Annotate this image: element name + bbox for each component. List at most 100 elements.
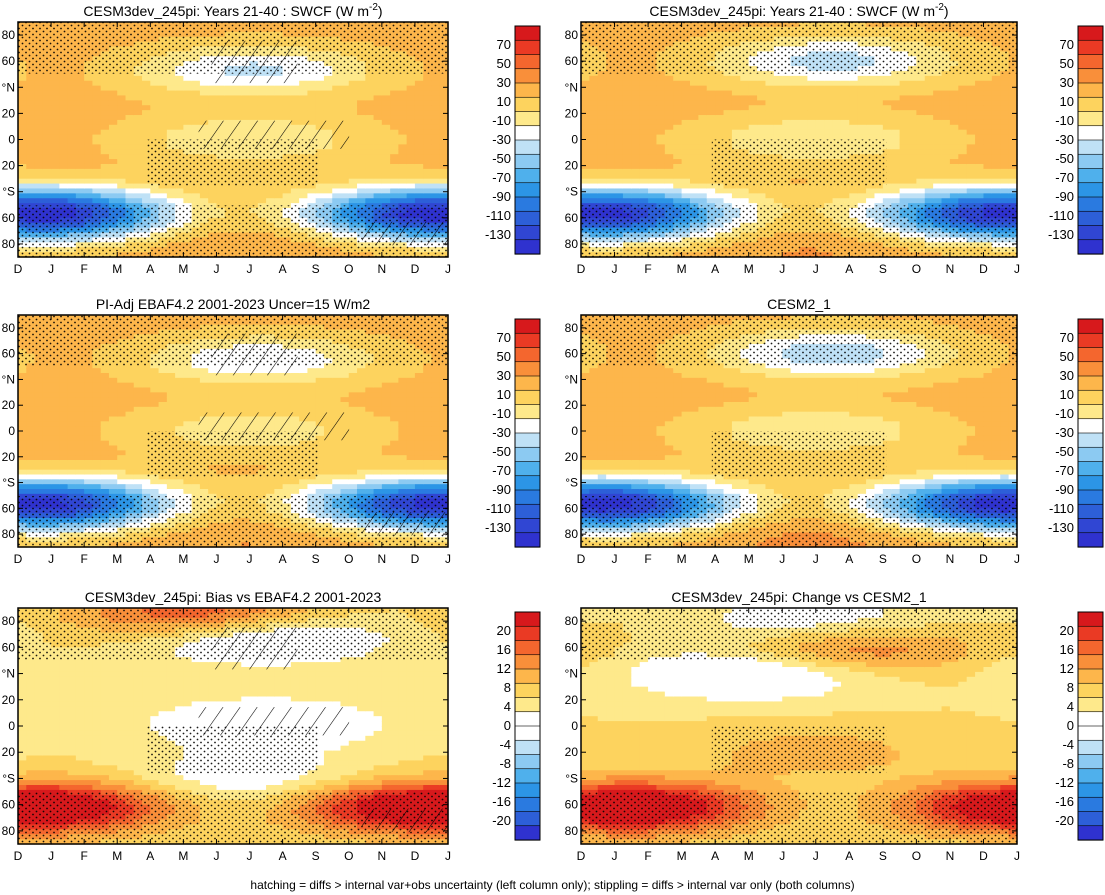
heatmap-cell bbox=[849, 115, 859, 121]
y-tick-label: 20 bbox=[2, 159, 16, 173]
heatmap-cell bbox=[866, 95, 876, 101]
heatmap-cell bbox=[690, 115, 699, 121]
heatmap-cell bbox=[581, 139, 590, 145]
heatmap-cell bbox=[348, 100, 358, 106]
heatmap-cell bbox=[924, 159, 934, 165]
heatmap-cell bbox=[949, 95, 959, 101]
heatmap-cell bbox=[406, 139, 416, 145]
heatmap-cell bbox=[406, 178, 416, 185]
heatmap-cell bbox=[34, 193, 44, 199]
heatmap-cell bbox=[715, 90, 725, 97]
heatmap-cell bbox=[933, 178, 943, 185]
heatmap-cell bbox=[648, 178, 658, 185]
heatmap-cell bbox=[673, 168, 683, 175]
heatmap-cell bbox=[26, 75, 36, 82]
heatmap-cell bbox=[899, 154, 909, 160]
heatmap-cell bbox=[908, 70, 917, 77]
heatmap-cell bbox=[208, 95, 218, 101]
heatmap-cell bbox=[706, 139, 716, 145]
heatmap-cell bbox=[199, 105, 209, 111]
heatmap-cell bbox=[323, 193, 333, 199]
heatmap-cell bbox=[690, 85, 699, 92]
heatmap-cell bbox=[715, 119, 725, 126]
heatmap-cell bbox=[224, 188, 234, 194]
heatmap-cell bbox=[142, 188, 151, 194]
heatmap-cell bbox=[639, 183, 649, 190]
heatmap-cell bbox=[731, 75, 741, 82]
heatmap-cell bbox=[933, 105, 943, 111]
heatmap-cell bbox=[75, 144, 85, 150]
heatmap-cell bbox=[790, 134, 800, 141]
heatmap-cell bbox=[166, 80, 176, 87]
heatmap-cell bbox=[108, 80, 118, 87]
heatmap-cell bbox=[365, 173, 375, 180]
heatmap-cell bbox=[908, 129, 917, 136]
heatmap-cell bbox=[18, 144, 27, 150]
heatmap-cell bbox=[34, 119, 44, 126]
heatmap-cell bbox=[274, 80, 284, 87]
heatmap-cell bbox=[142, 75, 151, 82]
heatmap-cell bbox=[849, 124, 859, 131]
heatmap-cell bbox=[949, 178, 959, 185]
heatmap-cell bbox=[290, 100, 300, 106]
heatmap-cell bbox=[891, 80, 901, 87]
heatmap-cell bbox=[282, 80, 292, 87]
heatmap-cell bbox=[757, 80, 767, 87]
heatmap-cell bbox=[849, 75, 859, 82]
heatmap-cell bbox=[723, 193, 733, 199]
heatmap-cell bbox=[92, 70, 102, 77]
heatmap-cell bbox=[581, 188, 590, 194]
heatmap-cell bbox=[740, 198, 750, 204]
heatmap-cell bbox=[67, 139, 77, 145]
heatmap-cell bbox=[648, 139, 658, 145]
heatmap-cell bbox=[941, 95, 951, 101]
heatmap-cell bbox=[381, 154, 391, 160]
heatmap-cell bbox=[799, 115, 808, 121]
heatmap-cell bbox=[631, 168, 641, 175]
heatmap-cell bbox=[656, 85, 666, 92]
heatmap-cell bbox=[799, 193, 808, 199]
heatmap-cell bbox=[857, 90, 867, 97]
heatmap-cell bbox=[740, 110, 750, 116]
heatmap-cell bbox=[390, 178, 399, 185]
heatmap-cell bbox=[166, 129, 176, 136]
heatmap-cell bbox=[67, 124, 77, 131]
heatmap-cell bbox=[824, 198, 834, 204]
colorbar-label: -10 bbox=[492, 113, 511, 128]
heatmap-cell bbox=[673, 178, 683, 185]
heatmap-cell bbox=[648, 149, 658, 155]
heatmap-cell bbox=[42, 70, 52, 77]
heatmap-cell bbox=[26, 154, 36, 160]
heatmap-cell bbox=[431, 173, 441, 180]
heatmap-cell bbox=[348, 105, 358, 111]
heatmap-cell bbox=[891, 70, 901, 77]
heatmap-cell bbox=[373, 159, 383, 165]
heatmap-cell bbox=[731, 119, 741, 126]
heatmap-cell bbox=[51, 129, 60, 136]
heatmap-cell bbox=[698, 105, 708, 111]
heatmap-cell bbox=[941, 129, 951, 136]
heatmap-cell bbox=[133, 173, 143, 180]
heatmap-cell bbox=[807, 115, 817, 121]
heatmap-cell bbox=[51, 173, 60, 180]
heatmap-cell bbox=[983, 144, 993, 150]
heatmap-cell bbox=[175, 129, 184, 136]
heatmap-cell bbox=[117, 105, 127, 111]
heatmap-cell bbox=[307, 75, 317, 82]
heatmap-cell bbox=[340, 149, 350, 155]
heatmap-cell bbox=[975, 100, 985, 106]
heatmap-cell bbox=[381, 90, 391, 97]
heatmap-cell bbox=[439, 115, 449, 121]
heatmap-cell bbox=[406, 75, 416, 82]
heatmap-cell bbox=[899, 85, 909, 92]
heatmap-cell bbox=[390, 119, 399, 126]
heatmap-cell bbox=[614, 105, 624, 111]
heatmap-cell bbox=[908, 100, 917, 106]
y-tick-label: 20 bbox=[2, 106, 16, 120]
heatmap-cell bbox=[933, 193, 943, 199]
heatmap-cell bbox=[381, 80, 391, 87]
heatmap-cell bbox=[773, 100, 783, 106]
heatmap-cell bbox=[51, 110, 60, 116]
heatmap-cell bbox=[191, 129, 201, 136]
heatmap-cell bbox=[606, 163, 616, 170]
